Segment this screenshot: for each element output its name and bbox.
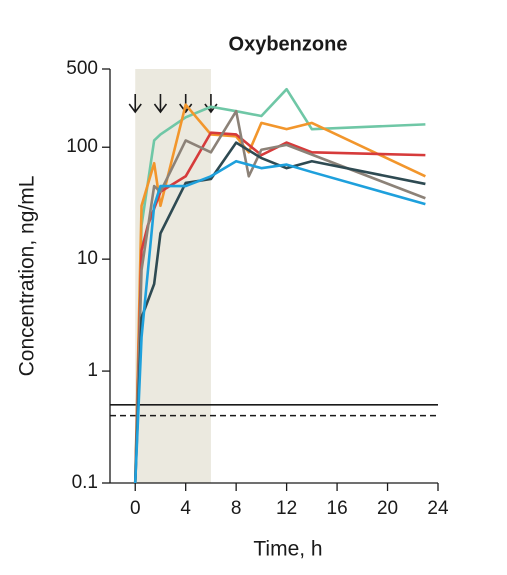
x-tick-label: 12 bbox=[276, 498, 297, 519]
y-tick-label: 100 bbox=[66, 136, 98, 157]
x-tick-label: 0 bbox=[130, 498, 141, 519]
x-axis-label: Time, h bbox=[253, 538, 322, 561]
chart-title: Oxybenzone bbox=[229, 33, 348, 55]
y-tick-label: 1 bbox=[87, 360, 98, 381]
x-tick-label: 24 bbox=[427, 498, 449, 519]
dose-arrow bbox=[128, 94, 142, 114]
y-tick-label: 0.1 bbox=[72, 472, 98, 493]
x-tick-label: 4 bbox=[180, 498, 191, 519]
series-line bbox=[133, 87, 426, 484]
y-tick-label: 10 bbox=[77, 248, 98, 269]
x-tick-label: 16 bbox=[327, 498, 348, 519]
y-tick-label: 500 bbox=[66, 58, 98, 79]
series-line bbox=[133, 103, 426, 484]
y-axis-label: Concentration, ng/mL bbox=[16, 176, 39, 377]
dose-arrow bbox=[153, 94, 168, 114]
series-line bbox=[133, 109, 426, 484]
x-tick-label: 20 bbox=[377, 498, 398, 519]
series-line bbox=[133, 159, 426, 484]
x-tick-label: 8 bbox=[231, 498, 242, 519]
